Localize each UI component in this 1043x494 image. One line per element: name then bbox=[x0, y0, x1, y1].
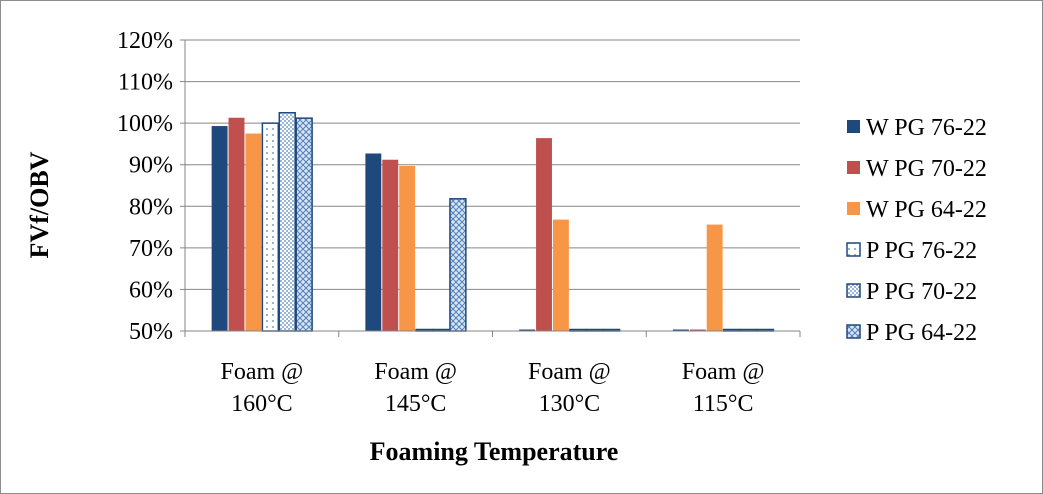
x-tick-label: 145°C bbox=[385, 391, 447, 417]
y-tick-label: 100% bbox=[117, 111, 173, 137]
bar bbox=[295, 117, 313, 332]
legend-label: P PG 76-22 bbox=[866, 238, 977, 264]
bar bbox=[519, 329, 536, 331]
legend-label: W PG 64-22 bbox=[866, 197, 987, 223]
y-tick-label: 70% bbox=[129, 236, 173, 262]
x-tick-label: 115°C bbox=[693, 391, 754, 417]
bar bbox=[278, 112, 296, 332]
x-tick-label: Foam @ bbox=[220, 359, 303, 385]
y-axis-ticks: 50% 60% 70% 80% 90% 100% 110% 120% bbox=[117, 28, 173, 345]
y-tick-label: 50% bbox=[129, 319, 173, 345]
bar bbox=[382, 159, 399, 331]
legend-label: P PG 70-22 bbox=[866, 279, 977, 305]
bar bbox=[211, 126, 228, 331]
x-tick-label: Foam @ bbox=[682, 359, 765, 385]
x-tick-label: Foam @ bbox=[528, 359, 611, 385]
legend-swatch bbox=[847, 202, 860, 215]
bar bbox=[449, 198, 467, 332]
y-tick-label: 60% bbox=[129, 277, 173, 303]
bar bbox=[399, 165, 416, 331]
bar bbox=[689, 329, 706, 331]
y-tick-label: 110% bbox=[118, 70, 173, 96]
x-tick-label: Foam @ bbox=[374, 359, 457, 385]
bar bbox=[365, 153, 382, 331]
bar bbox=[672, 329, 689, 331]
legend-swatch bbox=[846, 324, 861, 339]
bar bbox=[536, 138, 552, 331]
legend: W PG 76-22 W PG 70-22 W PG 64-22 P PG 76-22… bbox=[846, 115, 987, 346]
x-axis-title: Foaming Temperature bbox=[370, 437, 619, 466]
y-axis-title: FVf/OBV bbox=[25, 151, 54, 258]
bar bbox=[228, 117, 245, 331]
bar bbox=[706, 224, 723, 331]
bars bbox=[211, 112, 775, 332]
x-tick-label: 130°C bbox=[539, 391, 601, 417]
bar bbox=[245, 133, 262, 331]
legend-swatch bbox=[846, 242, 861, 257]
legend-swatch bbox=[846, 283, 861, 298]
legend-label: P PG 64-22 bbox=[866, 320, 977, 346]
x-axis bbox=[184, 40, 801, 337]
x-tick-label: 160°C bbox=[231, 391, 293, 417]
legend-swatch bbox=[847, 120, 860, 133]
bar bbox=[552, 219, 569, 331]
legend-label: W PG 70-22 bbox=[866, 156, 987, 182]
x-axis-categories: Foam @ 160°C Foam @ 145°C Foam @ 130°C Foam @ 1… bbox=[220, 359, 764, 417]
legend-label: W PG 76-22 bbox=[866, 115, 987, 141]
legend-swatch bbox=[847, 161, 860, 174]
y-tick-label: 90% bbox=[129, 153, 173, 179]
y-tick-label: 120% bbox=[117, 28, 173, 54]
bar bbox=[261, 122, 280, 332]
y-tick-label: 80% bbox=[129, 194, 173, 220]
